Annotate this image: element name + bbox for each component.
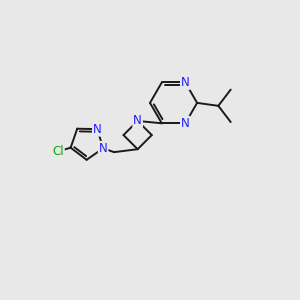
Text: Cl: Cl	[52, 146, 64, 158]
Text: N: N	[93, 123, 102, 136]
Text: N: N	[181, 76, 190, 89]
Text: N: N	[99, 142, 107, 155]
Text: N: N	[181, 117, 190, 130]
Text: N: N	[133, 114, 142, 128]
